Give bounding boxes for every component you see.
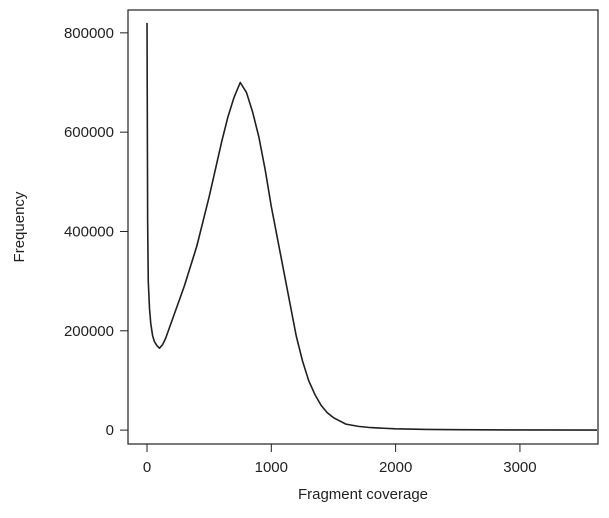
- y-axis-title: Frequency: [11, 191, 28, 262]
- x-tick-label: 0: [143, 459, 151, 476]
- data-line: [146, 22, 598, 431]
- y-tick-label: 400000: [64, 223, 114, 240]
- y-tick-label: 600000: [64, 124, 114, 141]
- plot-frame: [127, 9, 599, 445]
- y-tick-label: 800000: [64, 25, 114, 42]
- y-tick-label: 0: [106, 422, 114, 439]
- x-axis-title: Fragment coverage: [298, 486, 428, 503]
- x-tick-label: 1000: [255, 459, 288, 476]
- y-tick-label: 200000: [64, 323, 114, 340]
- x-tick-label: 3000: [503, 459, 536, 476]
- x-tick-label: 2000: [379, 459, 412, 476]
